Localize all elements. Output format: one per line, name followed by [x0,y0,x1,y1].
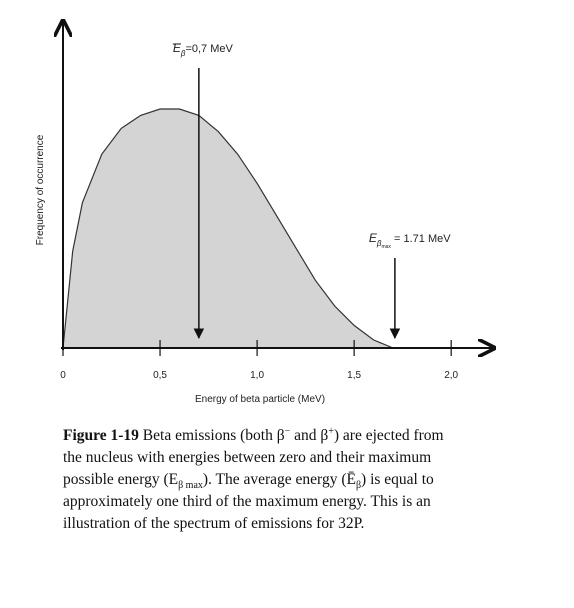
caption-text: ). The average energy (Ē [202,471,356,488]
curve [62,108,394,349]
x-tick-label: 0,5 [153,370,167,381]
x-axis-label: Energy of beta particle (MeV) [195,394,325,405]
annotation-symbol: E [369,231,378,245]
annotation-subscript: β [376,239,382,248]
annotation-text: = 1.71 MeV [391,233,451,245]
caption-text: ) are ejected from the nucleus with ener… [63,427,444,488]
x-tick-label: 1,5 [347,370,361,381]
caption-text: − [284,425,291,437]
area [63,109,393,348]
figure-label: Figure 1-19 [63,427,139,444]
annotation-subscript: β [180,49,186,58]
chart: Energy of beta particle (MeV) Frequency … [35,0,574,405]
caption-text: and β [290,427,329,444]
y-axis-label: Frequency of occurrence [35,134,46,245]
caption-text: β max [178,480,203,492]
x-tick-label: 2,0 [444,370,458,381]
caption-text: β [355,480,362,492]
caption-text: + [328,425,334,437]
caption: Figure 1-19 Beta emissions (both β− and … [63,425,448,535]
caption-text: Beta emissions (both β [138,427,285,444]
annotation-label: Eβmax = 1.71 MeV [369,231,451,250]
annotation-text: =0,7 MeV [185,43,233,55]
x-tick-label: 1,0 [250,370,264,381]
annotation-label: Eβ=0,7 MeV [173,41,234,58]
annotation-symbol: E [173,41,182,55]
annotation-subscript: max [381,244,391,250]
x-tick-label: 0 [60,370,66,381]
caption-text: ) is equal to approximately one third of… [63,471,434,532]
